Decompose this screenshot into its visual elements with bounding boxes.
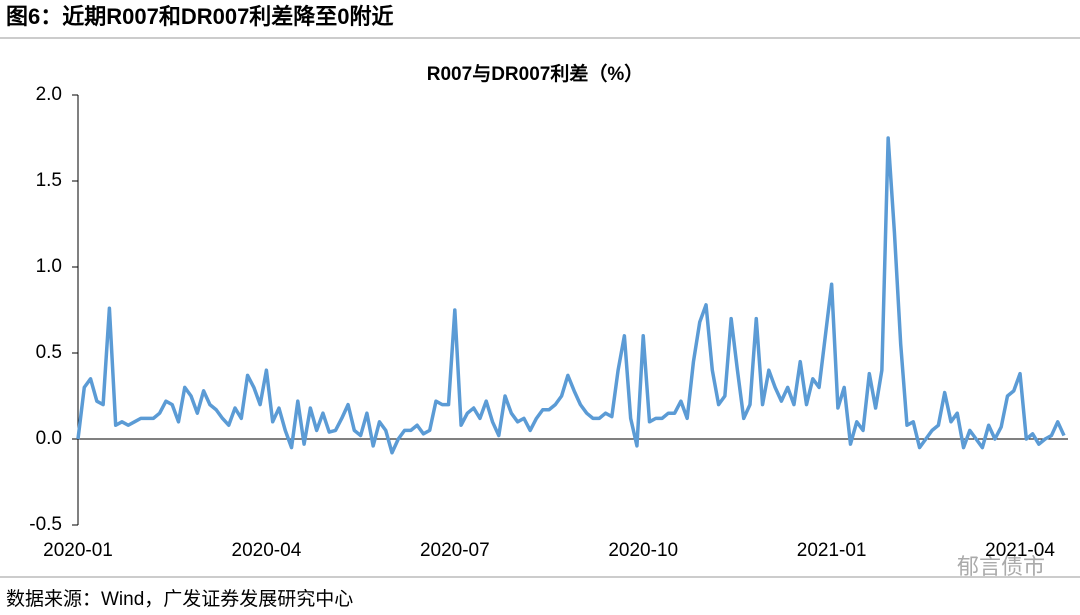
- x-tick-label: 2020-04: [232, 540, 302, 561]
- y-tick-label: 0.0: [36, 428, 62, 449]
- series-line: [76, 136, 1066, 455]
- x-tick-label: 2020-10: [608, 540, 678, 561]
- page-title: 图6：近期R007和DR007利差降至0附近: [6, 4, 394, 29]
- watermark: 郁言债市: [957, 554, 1045, 579]
- x-tick-label: 2020-01: [43, 540, 113, 561]
- x-tick-label: 2020-07: [420, 540, 490, 561]
- y-tick-label: 0.5: [36, 342, 62, 363]
- y-tick-label: 1.5: [36, 170, 62, 191]
- chart-title: R007与DR007利差（%）: [427, 62, 643, 85]
- source: 数据来源：Wind，广发证券发展研究中心: [6, 588, 353, 610]
- y-tick-label: 2.0: [36, 84, 62, 105]
- y-tick-label: -0.5: [29, 514, 62, 535]
- x-tick-label: 2021-01: [797, 540, 867, 561]
- x-tick-label: 2021-04: [985, 540, 1055, 561]
- y-tick-label: 1.0: [36, 256, 62, 277]
